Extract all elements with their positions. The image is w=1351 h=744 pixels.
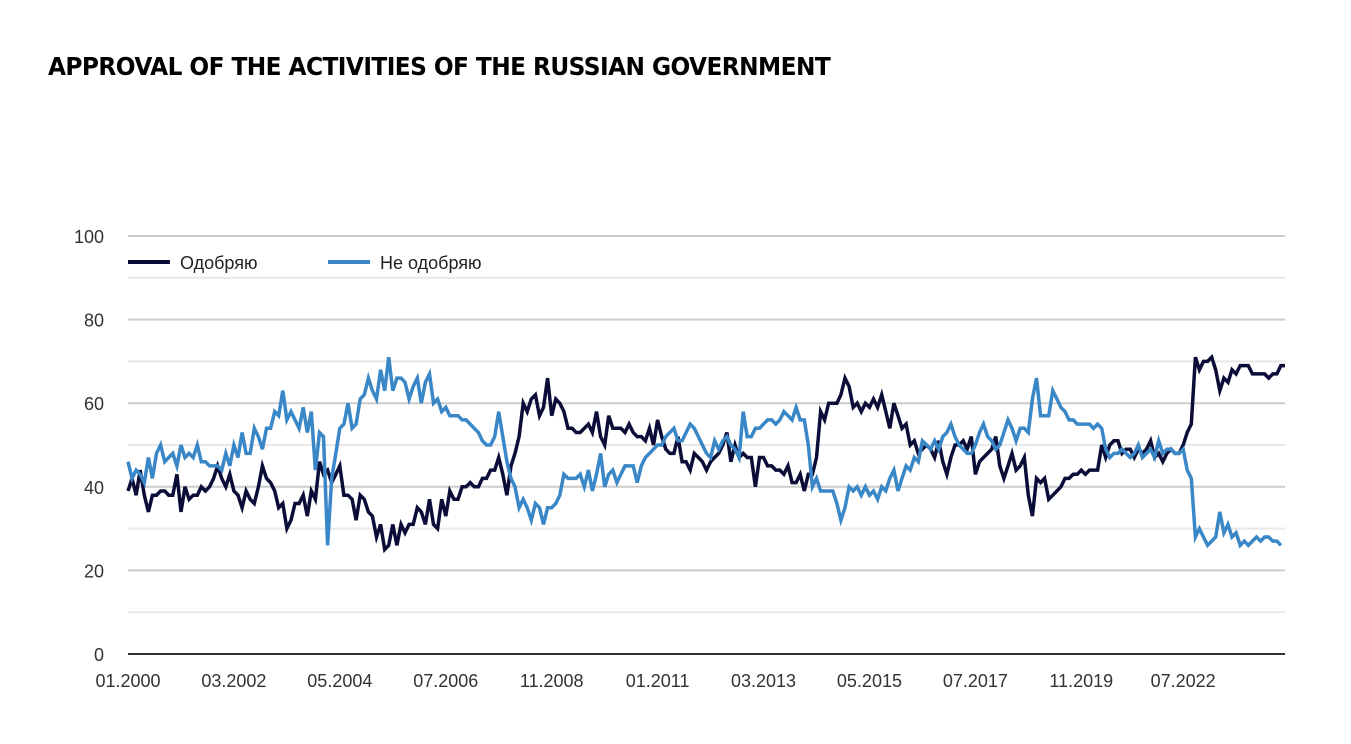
x-axis-ticks: 01.2000 03.2002 05.2004 07.2006 11.2008 01.20… — [95, 671, 1215, 691]
legend-item-disapprove[interactable]: Не одобряю — [328, 253, 482, 273]
y-axis-ticks: 0 20 40 60 80 100 — [74, 227, 104, 665]
series-lines — [126, 353, 1285, 554]
x-tick-label: 01.2000 — [95, 671, 160, 691]
x-tick-label: 05.2015 — [837, 671, 902, 691]
y-tick-label: 60 — [84, 394, 104, 414]
x-tick-label: 11.2008 — [520, 671, 584, 691]
legend: Одобряю Не одобряю — [128, 253, 482, 273]
x-tick-label: 03.2002 — [201, 671, 266, 691]
x-tick-label: 03.2013 — [731, 671, 796, 691]
y-tick-label: 100 — [74, 227, 104, 247]
gridlines — [128, 235, 1285, 614]
chart-title: APPROVAL OF THE ACTIVITIES OF THE RUSSIA… — [48, 52, 831, 81]
x-tick-label: 05.2004 — [307, 671, 372, 691]
x-tick-label: 07.2006 — [413, 671, 478, 691]
legend-label: Не одобряю — [380, 253, 482, 273]
series-line-disapprove — [126, 356, 1283, 549]
x-tick-label: 01.2011 — [626, 671, 690, 691]
x-tick-label: 07.2022 — [1151, 671, 1216, 691]
x-tick-label: 11.2019 — [1049, 671, 1113, 691]
x-tick-label: 07.2017 — [943, 671, 1008, 691]
y-tick-label: 20 — [84, 561, 104, 581]
y-tick-label: 0 — [94, 645, 104, 665]
y-tick-label: 80 — [84, 311, 104, 331]
legend-item-approve[interactable]: Одобряю — [128, 253, 257, 273]
legend-label: Одобряю — [180, 253, 257, 273]
series-line-approve — [126, 353, 1285, 554]
y-tick-label: 40 — [84, 478, 104, 498]
